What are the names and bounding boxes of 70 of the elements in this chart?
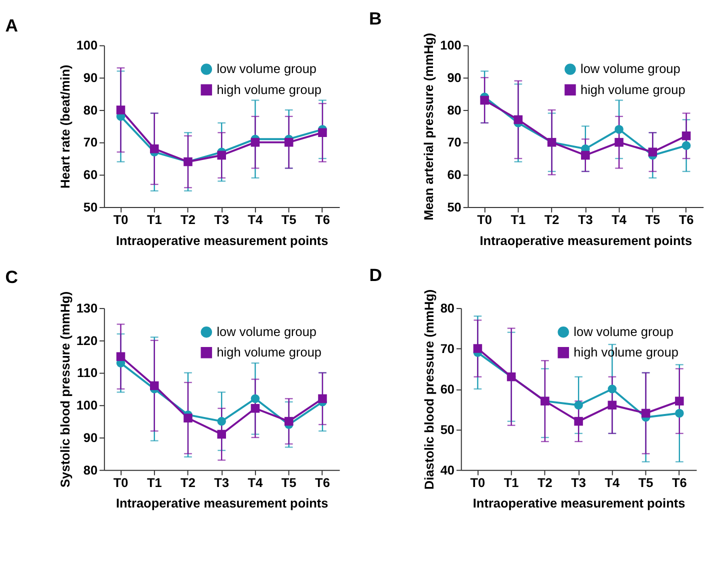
- x-tick-label: T3: [571, 475, 586, 490]
- x-tick-label: T3: [214, 212, 230, 228]
- chart-title: B: [369, 8, 382, 28]
- legend-label: high volume group: [580, 82, 686, 97]
- x-tick-label: T4: [612, 212, 628, 228]
- x-tick-label: T5: [281, 475, 296, 490]
- x-tick-label: T2: [180, 475, 196, 490]
- y-tick-label: 50: [447, 199, 462, 214]
- x-tick-label: T1: [146, 212, 162, 228]
- x-tick-label: T0: [113, 475, 128, 490]
- y-tick-label: 110: [77, 365, 98, 380]
- legend-label: high volume group: [216, 82, 322, 97]
- y-axis-title: Mean arterial pressure (mmHg): [421, 32, 436, 220]
- y-tick-label: 100: [76, 38, 98, 53]
- x-tick-label: T0: [470, 475, 486, 490]
- y-tick-label: 40: [440, 462, 455, 478]
- x-tick-label: T2: [544, 212, 560, 228]
- y-tick-label: 60: [440, 381, 455, 396]
- y-tick-label: 80: [447, 102, 462, 118]
- y-tick-label: 50: [83, 199, 98, 214]
- x-tick-label: T4: [248, 475, 264, 490]
- x-tick-label: T3: [578, 212, 593, 228]
- x-tick-label: T1: [146, 475, 162, 490]
- x-tick-label: T6: [315, 212, 330, 228]
- chart-title: C: [5, 267, 18, 287]
- legend-label: low volume group: [574, 324, 674, 339]
- x-axis-title: Intraoperative measurement points: [116, 232, 328, 248]
- y-tick-label: 90: [83, 430, 98, 445]
- chart-title: A: [5, 16, 18, 36]
- y-tick-label: 80: [83, 462, 98, 478]
- x-axis-title: Intraoperative measurement points: [472, 496, 686, 511]
- y-tick-label: 60: [447, 167, 462, 182]
- y-axis-title: Heart rate (beat/min): [57, 64, 72, 189]
- x-tick-label: T2: [538, 475, 552, 490]
- x-tick-label: T6: [678, 212, 694, 228]
- x-tick-label: T1: [510, 212, 526, 228]
- y-tick-label: 80: [440, 300, 455, 316]
- y-tick-label: 130: [76, 300, 98, 316]
- y-tick-label: 100: [76, 398, 98, 413]
- x-tick-label: T1: [504, 475, 519, 490]
- y-tick-label: 80: [83, 102, 98, 118]
- y-tick-label: 90: [83, 70, 98, 86]
- y-tick-label: 50: [440, 422, 455, 437]
- legend-label: low volume group: [216, 61, 317, 76]
- x-tick-label: T4: [604, 475, 621, 490]
- x-tick-label: T6: [672, 475, 687, 490]
- x-tick-label: T5: [281, 212, 296, 228]
- y-tick-label: 100: [440, 38, 462, 53]
- y-axis-title: Diastolic blood pressure (mmHg): [421, 289, 436, 490]
- y-tick-label: 70: [83, 134, 98, 150]
- legend-label: high volume group: [216, 344, 322, 360]
- y-tick-label: 120: [76, 332, 98, 348]
- x-axis-title: Intraoperative measurement points: [116, 496, 328, 511]
- chart-title: D: [369, 264, 382, 285]
- legend-label: low volume group: [580, 61, 680, 76]
- x-tick-label: T4: [248, 212, 264, 228]
- x-tick-label: T5: [645, 212, 660, 228]
- x-tick-label: T0: [477, 212, 492, 228]
- x-axis-title: Intraoperative measurement points: [480, 232, 692, 248]
- legend-label: low volume group: [216, 324, 317, 339]
- x-tick-label: T3: [214, 475, 230, 490]
- y-tick-label: 70: [447, 134, 462, 150]
- x-tick-label: T6: [315, 475, 330, 490]
- x-tick-label: T0: [113, 212, 128, 228]
- y-tick-label: 90: [447, 70, 462, 86]
- y-tick-label: 60: [83, 167, 98, 182]
- y-tick-label: 70: [440, 340, 455, 356]
- y-axis-title: Systolic blood pressure (mmHg): [57, 291, 72, 488]
- x-tick-label: T5: [638, 475, 654, 490]
- x-tick-label: T2: [180, 212, 196, 228]
